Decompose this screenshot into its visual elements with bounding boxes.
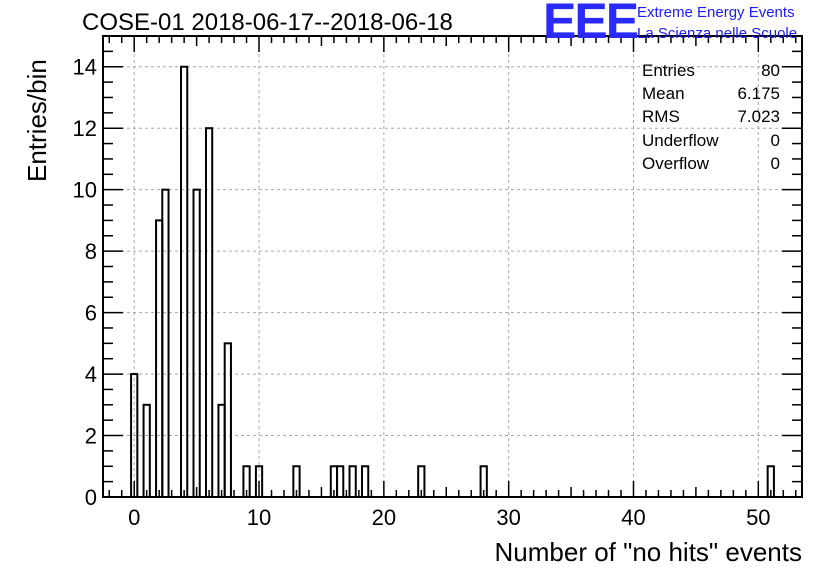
histogram-bin [348,465,357,498]
stat-label: RMS [642,107,680,127]
stat-label: Overflow [642,153,710,173]
y-tick-label: 12 [73,116,97,141]
stat-label: Mean [642,84,685,104]
x-tick-label: 10 [247,505,271,530]
stat-row-underflow: Underflow 0 [642,129,780,152]
y-tick-label: 6 [85,301,97,326]
histogram-bin [161,188,170,499]
chart-title: COSE-01 2018-06-17--2018-06-18 [82,9,453,36]
stat-row-entries: Entries 80 [642,59,780,82]
histogram-bin [142,403,151,498]
stat-row-mean: Mean 6.175 [642,82,780,105]
stat-label: Entries [642,61,695,80]
histogram-bin [204,127,214,498]
stat-value: 7.023 [737,107,780,127]
x-tick-label: 30 [496,505,520,530]
stat-value: 0 [770,130,780,150]
stat-value: 0 [770,153,780,173]
stat-value: 80 [761,61,780,80]
x-tick-label: 20 [372,505,396,530]
y-tick-label: 14 [73,55,97,80]
histogram-bin [192,188,201,499]
y-tick-label: 4 [85,362,97,387]
x-tick-label: 0 [128,505,140,530]
x-axis-label: Number of "no hits" events [494,537,803,567]
histogram-bin [180,65,189,498]
stat-label: Underflow [642,130,719,150]
y-tick-label: 0 [85,485,97,510]
histogram-bin [336,465,345,498]
logo-line-1: Extreme Energy Events [637,4,795,21]
stats-box: Entries 80 Mean 6.175 RMS 7.023 Underflo… [642,59,780,175]
stat-row-overflow: Overflow 0 [642,152,780,175]
logo-line-2: La Scienza nelle Scuole [637,25,798,42]
x-tick-label: 50 [746,505,770,530]
stat-value: 6.175 [737,84,780,104]
x-tick-label: 40 [621,505,645,530]
histogram-bin [223,342,232,499]
y-tick-label: 8 [85,239,97,264]
y-tick-label: 2 [85,424,97,449]
histogram-bin [361,465,370,498]
y-tick-label: 10 [73,178,97,203]
eee-logo: EEE [543,0,639,49]
stat-row-rms: RMS 7.023 [642,105,780,128]
y-axis-label: Entries/bin [22,59,52,182]
